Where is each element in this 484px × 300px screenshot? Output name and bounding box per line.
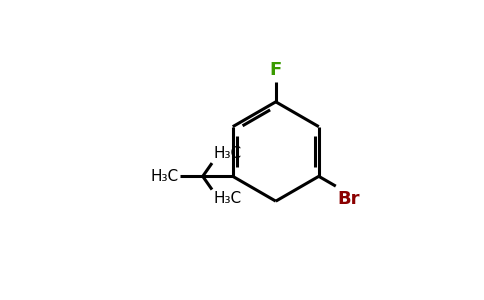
Text: H₃C: H₃C [213, 146, 242, 161]
Text: H₃C: H₃C [151, 169, 179, 184]
Text: F: F [270, 61, 282, 80]
Text: Br: Br [337, 190, 360, 208]
Text: H₃C: H₃C [213, 191, 242, 206]
